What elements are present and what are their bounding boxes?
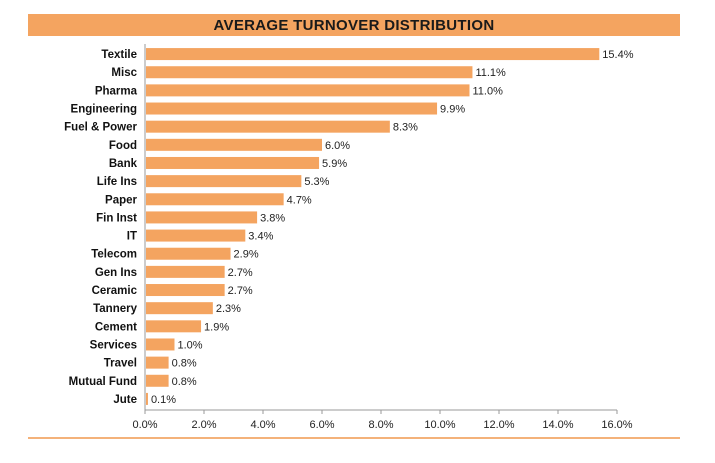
category-label: Fuel & Power [64,122,137,134]
bar [146,84,470,97]
category-label: Fin Inst [96,212,137,224]
value-label: 2.3% [216,303,241,315]
value-label: 15.4% [602,49,633,61]
bar [146,66,473,79]
bar [146,247,231,260]
bar [146,320,202,333]
value-label: 1.0% [178,339,203,351]
value-label: 6.0% [325,140,350,152]
category-label: Pharma [95,85,138,97]
bottom-divider [28,437,680,439]
category-label: Paper [105,194,137,206]
category-label: Telecom [91,249,137,261]
category-label: Gen Ins [95,267,137,279]
value-label: 5.9% [322,158,347,170]
category-label: Textile [101,49,137,61]
x-tick-label: 10.0% [424,419,455,431]
bar [146,48,600,61]
bar [146,120,390,133]
bar [146,229,246,242]
value-label: 0.8% [172,376,197,388]
bar [146,374,169,387]
value-label: 2.7% [228,267,253,279]
x-tick-label: 12.0% [483,419,514,431]
x-tick-label: 8.0% [368,419,393,431]
value-label: 2.9% [234,249,259,261]
value-label: 3.8% [260,212,285,224]
x-tick-label: 4.0% [250,419,275,431]
bar [146,175,302,188]
value-label: 11.1% [475,67,506,79]
bar [146,284,225,297]
x-tick-label: 6.0% [309,419,334,431]
bar [146,392,148,405]
category-label: Tannery [93,303,137,315]
value-label: 3.4% [248,231,273,243]
category-label: Life Ins [97,176,137,188]
value-label: 5.3% [304,176,329,188]
category-label: Food [109,140,137,152]
chart-title: AVERAGE TURNOVER DISTRIBUTION [213,16,495,34]
category-label: Ceramic [92,285,138,297]
bar [146,302,213,315]
category-label: Mutual Fund [69,376,137,388]
x-tick-label: 0.0% [132,419,157,431]
category-label: Engineering [71,104,137,116]
category-label: Travel [104,358,137,370]
value-label: 8.3% [393,122,418,134]
bar [146,156,320,169]
category-label: Services [90,339,137,351]
bar [146,211,258,224]
category-label: Jute [113,394,137,406]
bar [146,102,438,115]
category-label: Misc [111,67,137,79]
value-label: 9.9% [440,104,465,116]
bar [146,356,169,369]
value-label: 0.1% [151,394,176,406]
x-tick-label: 16.0% [601,419,632,431]
bar [146,265,225,278]
category-label: Cement [95,321,137,333]
value-label: 11.0% [473,85,504,97]
x-tick-label: 2.0% [191,419,216,431]
bar [146,138,322,151]
bar [146,338,175,351]
x-tick-label: 14.0% [542,419,573,431]
category-label: IT [127,231,137,243]
category-label: Bank [109,158,138,170]
chart-title-band: AVERAGE TURNOVER DISTRIBUTION [28,14,680,36]
bar [146,193,284,206]
value-label: 0.8% [172,358,197,370]
value-label: 2.7% [228,285,253,297]
value-label: 4.7% [287,194,312,206]
value-label: 1.9% [204,321,229,333]
